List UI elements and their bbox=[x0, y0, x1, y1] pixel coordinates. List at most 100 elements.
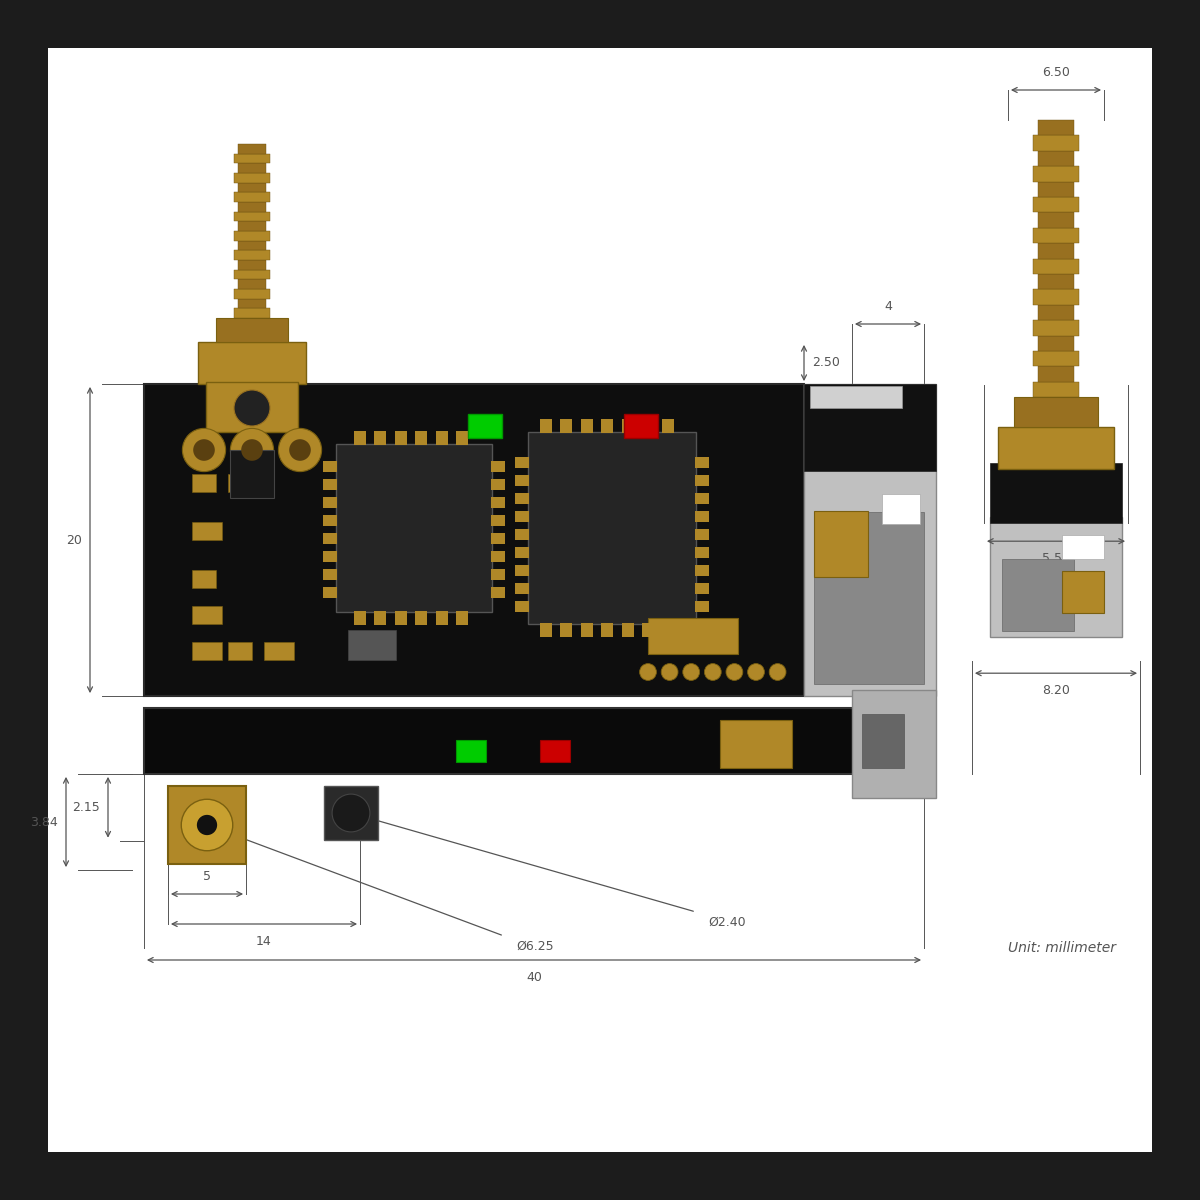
Bar bbox=[491, 461, 505, 472]
Bar bbox=[491, 569, 505, 580]
Circle shape bbox=[289, 439, 311, 461]
Bar bbox=[228, 642, 252, 660]
Bar bbox=[264, 642, 294, 660]
Bar bbox=[1038, 244, 1074, 258]
Bar bbox=[998, 427, 1114, 469]
Bar bbox=[192, 522, 222, 540]
Circle shape bbox=[197, 815, 217, 835]
Bar bbox=[323, 587, 337, 598]
Bar bbox=[238, 163, 266, 173]
Bar bbox=[810, 386, 902, 408]
Bar bbox=[852, 690, 936, 798]
Bar bbox=[804, 384, 936, 696]
Bar bbox=[395, 431, 407, 445]
Bar bbox=[642, 623, 654, 637]
Bar bbox=[238, 280, 266, 289]
Bar bbox=[1014, 397, 1098, 427]
Bar bbox=[323, 551, 337, 562]
Bar bbox=[1033, 382, 1079, 397]
Bar bbox=[1033, 166, 1079, 181]
Bar bbox=[1033, 258, 1079, 274]
Bar bbox=[238, 260, 266, 270]
Text: 2.15: 2.15 bbox=[72, 800, 100, 814]
Bar bbox=[144, 708, 924, 774]
Bar bbox=[814, 512, 924, 684]
Bar bbox=[862, 714, 904, 768]
Bar bbox=[216, 318, 288, 342]
Bar bbox=[1038, 336, 1074, 350]
Circle shape bbox=[182, 428, 226, 472]
Bar bbox=[515, 493, 529, 504]
Bar bbox=[695, 457, 709, 468]
Bar bbox=[144, 384, 804, 696]
Bar bbox=[622, 623, 634, 637]
Circle shape bbox=[769, 664, 786, 680]
Bar bbox=[990, 463, 1122, 523]
Bar bbox=[642, 419, 654, 433]
Text: 5: 5 bbox=[203, 870, 211, 883]
Bar bbox=[1038, 181, 1074, 197]
Bar bbox=[192, 606, 222, 624]
Bar bbox=[230, 450, 274, 498]
Bar bbox=[540, 623, 552, 637]
Bar bbox=[695, 511, 709, 522]
Bar bbox=[1033, 197, 1079, 212]
Circle shape bbox=[683, 664, 700, 680]
Circle shape bbox=[193, 439, 215, 461]
Bar bbox=[695, 565, 709, 576]
Text: 14: 14 bbox=[256, 935, 272, 948]
Bar bbox=[491, 533, 505, 544]
Circle shape bbox=[661, 664, 678, 680]
Bar bbox=[323, 497, 337, 508]
Bar bbox=[234, 173, 270, 182]
Bar bbox=[622, 419, 634, 433]
Bar bbox=[491, 587, 505, 598]
Bar bbox=[491, 497, 505, 508]
Circle shape bbox=[640, 664, 656, 680]
Bar bbox=[234, 154, 270, 163]
Bar bbox=[528, 432, 696, 624]
Text: 2.50: 2.50 bbox=[812, 356, 840, 370]
Bar bbox=[323, 533, 337, 544]
Bar bbox=[348, 630, 396, 660]
Bar bbox=[206, 382, 298, 432]
Bar bbox=[560, 623, 572, 637]
Bar bbox=[234, 270, 270, 280]
Text: 6.50: 6.50 bbox=[1042, 66, 1070, 79]
Bar bbox=[192, 570, 216, 588]
Bar bbox=[560, 419, 572, 433]
Bar bbox=[720, 720, 792, 768]
Bar bbox=[234, 289, 270, 299]
Bar bbox=[662, 419, 674, 433]
Bar bbox=[324, 786, 378, 840]
Bar bbox=[491, 551, 505, 562]
Text: 20: 20 bbox=[66, 534, 82, 546]
Bar bbox=[491, 515, 505, 526]
Bar bbox=[238, 144, 266, 154]
Bar bbox=[238, 221, 266, 230]
Bar bbox=[323, 479, 337, 490]
Bar bbox=[695, 583, 709, 594]
Bar bbox=[354, 431, 366, 445]
Text: 8.20: 8.20 bbox=[1042, 684, 1070, 697]
Bar bbox=[491, 479, 505, 490]
Bar bbox=[374, 611, 386, 625]
Bar bbox=[515, 529, 529, 540]
Bar bbox=[1033, 228, 1079, 244]
Bar bbox=[238, 299, 266, 308]
Circle shape bbox=[748, 664, 764, 680]
Bar bbox=[234, 230, 270, 241]
Bar bbox=[436, 431, 448, 445]
Bar bbox=[662, 623, 674, 637]
Bar bbox=[468, 414, 502, 438]
Circle shape bbox=[278, 428, 322, 472]
Text: 3.84: 3.84 bbox=[30, 816, 58, 828]
Bar bbox=[234, 308, 270, 318]
Bar bbox=[601, 623, 613, 637]
Bar bbox=[234, 192, 270, 202]
Bar bbox=[354, 611, 366, 625]
Circle shape bbox=[234, 390, 270, 426]
Text: Ø2.40: Ø2.40 bbox=[708, 916, 745, 929]
Text: 5.50: 5.50 bbox=[1042, 552, 1070, 565]
Bar bbox=[238, 241, 266, 251]
